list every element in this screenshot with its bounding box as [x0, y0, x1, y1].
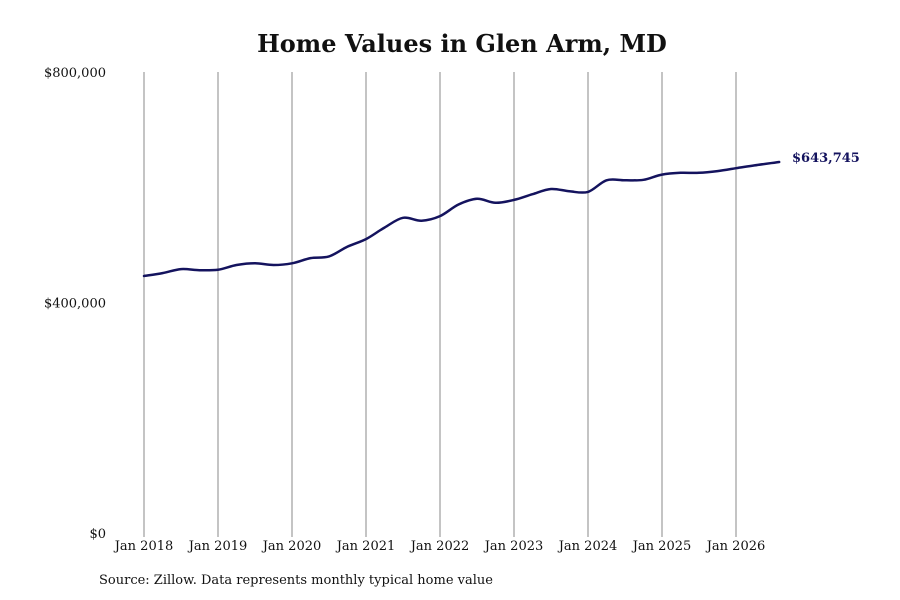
- x-tick-labels: Jan 2018 Jan 2019 Jan 2020 Jan 2021 Jan 2022…: [113, 539, 766, 554]
- y-tick-labels: $0 $400,000 $800,000: [44, 66, 106, 542]
- y-tick-label: $800,000: [44, 66, 106, 81]
- x-tick-label: Jan 2020: [261, 539, 322, 554]
- chart-title: Home Values in Glen Arm, MD: [257, 29, 667, 58]
- source-note: Source: Zillow. Data represents monthly …: [99, 573, 493, 588]
- y-tick-label: $0: [89, 527, 106, 542]
- x-tick-label: Jan 2024: [557, 539, 618, 554]
- x-tick-label: Jan 2018: [113, 539, 174, 554]
- x-tick-label: Jan 2022: [409, 539, 470, 554]
- x-tick-label: Jan 2026: [705, 539, 766, 554]
- y-tick-label: $400,000: [44, 297, 106, 312]
- end-value-label: $643,745: [792, 151, 860, 166]
- x-gridlines: [143, 72, 737, 537]
- x-tick-label: Jan 2019: [187, 539, 248, 554]
- series-line: [142, 160, 781, 278]
- x-tick-label: Jan 2025: [631, 539, 692, 554]
- x-tick-label: Jan 2023: [483, 539, 544, 554]
- x-tick-label: Jan 2021: [335, 539, 396, 554]
